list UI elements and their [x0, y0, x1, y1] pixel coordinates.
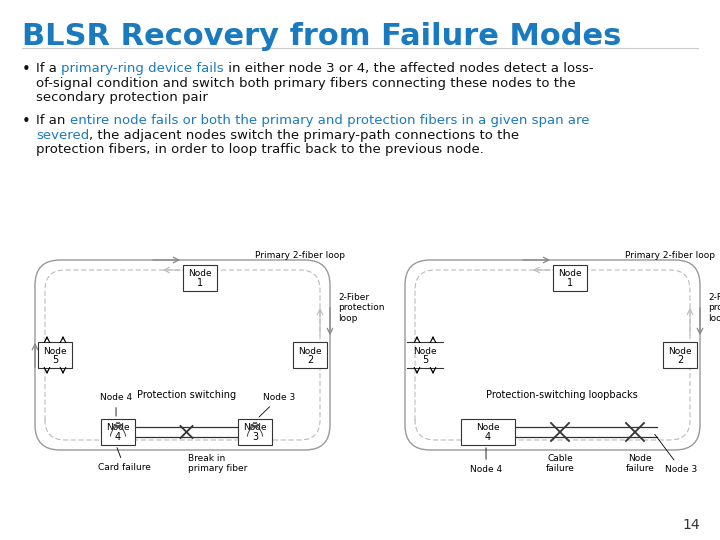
Text: severed: severed: [36, 129, 89, 141]
Bar: [238, 419, 272, 445]
Text: Node: Node: [106, 423, 130, 433]
Text: 2: 2: [677, 355, 683, 365]
Text: in either node 3 or 4, the affected nodes detect a loss-: in either node 3 or 4, the affected node…: [224, 62, 593, 75]
Text: 2-Fiber
protection
loop: 2-Fiber protection loop: [708, 293, 720, 323]
Text: Cable
failure: Cable failure: [546, 454, 575, 474]
Text: Node 3: Node 3: [654, 434, 697, 474]
Text: of-signal condition and switch both primary fibers connecting these nodes to the: of-signal condition and switch both prim…: [36, 77, 576, 90]
Text: Node: Node: [476, 423, 500, 433]
Text: Node 4: Node 4: [470, 448, 502, 474]
Text: Protection-switching loopbacks: Protection-switching loopbacks: [485, 390, 637, 400]
Text: Node 3: Node 3: [259, 393, 295, 417]
Text: 3: 3: [252, 432, 258, 442]
Text: 1: 1: [567, 278, 573, 288]
Text: BLSR Recovery from Failure Modes: BLSR Recovery from Failure Modes: [22, 22, 621, 51]
Text: 2: 2: [307, 355, 313, 365]
Text: , the adjacent nodes switch the primary-path connections to the: , the adjacent nodes switch the primary-…: [89, 129, 519, 141]
Text: If a: If a: [36, 62, 61, 75]
Text: 5: 5: [422, 355, 428, 365]
Text: Node: Node: [298, 347, 322, 355]
Text: Node: Node: [668, 347, 692, 355]
Bar: [461, 419, 515, 445]
Bar: [183, 265, 217, 291]
Bar: [663, 342, 697, 368]
Text: Node 4: Node 4: [100, 393, 132, 416]
Text: Node: Node: [558, 269, 582, 279]
Text: primary-ring device fails: primary-ring device fails: [61, 62, 224, 75]
Text: 14: 14: [683, 518, 700, 532]
Text: •: •: [22, 62, 31, 77]
Bar: [553, 265, 587, 291]
Text: If an: If an: [36, 114, 70, 127]
Bar: [38, 342, 72, 368]
Text: 4: 4: [485, 432, 491, 442]
Text: Primary 2-fiber loop: Primary 2-fiber loop: [625, 252, 715, 260]
Text: entire node fails or both the primary and protection fibers in a given span are: entire node fails or both the primary an…: [70, 114, 589, 127]
Text: Node: Node: [43, 347, 67, 355]
Text: 2-Fiber
protection
loop: 2-Fiber protection loop: [338, 293, 384, 323]
Text: Node: Node: [413, 347, 437, 355]
Text: 1: 1: [197, 278, 203, 288]
Text: 4: 4: [115, 432, 121, 442]
Text: Protection switching: Protection switching: [137, 390, 236, 400]
Bar: [293, 342, 327, 368]
Text: Break in
primary fiber: Break in primary fiber: [189, 454, 248, 474]
Text: protection fibers, in order to loop traffic back to the previous node.: protection fibers, in order to loop traf…: [36, 143, 484, 156]
Text: Node: Node: [188, 269, 212, 279]
Text: Node
failure: Node failure: [626, 454, 654, 474]
Text: 5: 5: [52, 355, 58, 365]
Text: secondary protection pair: secondary protection pair: [36, 91, 208, 104]
Text: Primary 2-fiber loop: Primary 2-fiber loop: [255, 252, 345, 260]
Text: Node: Node: [243, 423, 267, 433]
Text: •: •: [22, 114, 31, 129]
Text: Card failure: Card failure: [98, 448, 151, 472]
Bar: [101, 419, 135, 445]
